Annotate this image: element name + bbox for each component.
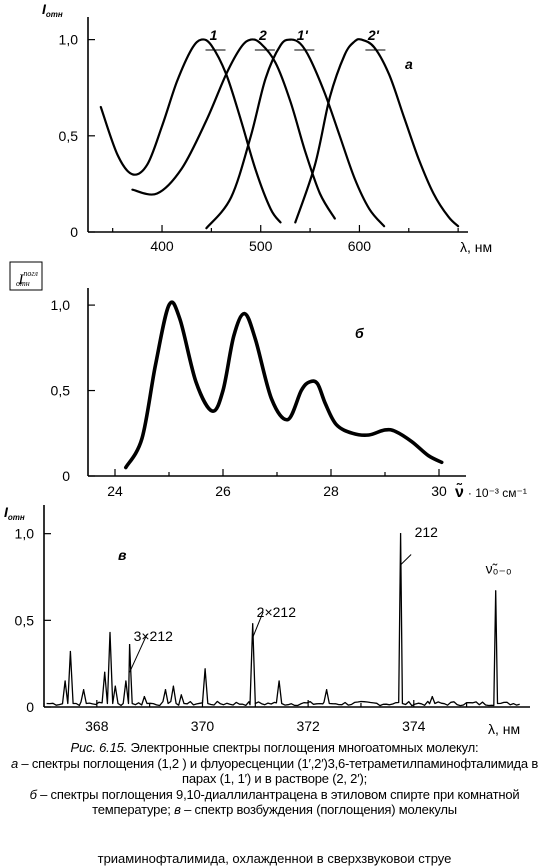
panel-c-xtick-label: 370	[191, 718, 215, 734]
panel-b-xtick-label: 26	[215, 483, 231, 499]
panel-c-xtick-label: 374	[402, 718, 426, 734]
panel-a-curve-label: 1'	[297, 27, 309, 43]
panel-a-curve-4	[294, 38, 460, 228]
panel-c-peak	[83, 689, 85, 691]
panel-a-xlabel: λ, нм	[460, 239, 492, 255]
panel-c-peak	[326, 689, 328, 691]
panel-b-absorption-curve	[124, 300, 444, 470]
caption-text-4: – спектр возбуждения (поглощения) молеку…	[184, 802, 457, 817]
caption-text-5: триаминофталимида, охлажденной в сверхзв…	[97, 855, 452, 866]
panel-c-xlabel: λ, нм	[488, 721, 520, 737]
panel-a-ytick-label: 0,5	[59, 128, 79, 144]
panel-b-ylabel-box	[9, 261, 43, 291]
panel-a-x-ticks: 400 500 600	[112, 225, 459, 254]
panel-c-peak	[164, 689, 167, 691]
panel-c-peak	[278, 680, 280, 682]
panel-c-annotation-leader	[129, 633, 148, 673]
panel-b-xtick-label: 28	[323, 483, 339, 499]
panel-c-peak	[125, 680, 127, 682]
panel-a-ytick-label: 1,0	[59, 32, 79, 48]
panel-c-y-ticks: 0 0,5 1,0	[15, 526, 51, 715]
panel-c-ytick-label: 0	[26, 699, 34, 715]
panel-c-ytick-label: 0,5	[15, 612, 35, 628]
panel-c-x-ticks: 368 370 372 374	[43, 700, 468, 734]
panel-c-annotation: 3×212	[134, 628, 174, 644]
panel-c-annotation: 212	[415, 524, 439, 540]
panel-c-annotation: ν̃₀₋₀	[486, 561, 512, 577]
panel-c-peak	[128, 644, 131, 646]
caption-text-3: – спектры поглощения 9,10-диаллилантраце…	[40, 786, 520, 818]
panel-a-xtick-label: 500	[249, 238, 273, 254]
panel-a-curve-label: 2'	[367, 27, 380, 43]
panel-c-peak	[172, 685, 175, 687]
caption-letter-c: в	[174, 802, 181, 817]
panel-c-annotation: 2×212	[257, 604, 297, 620]
panel-b-ytick-label: 0,5	[51, 383, 71, 399]
panel-a-xtick-label: 600	[348, 238, 372, 254]
caption-lead: Рис. 6.15.	[70, 740, 128, 755]
panel-c-peak	[252, 623, 254, 625]
panel-b-xtick-label: 24	[107, 483, 123, 499]
panel-a-curve-1	[99, 38, 282, 224]
caption-text-1: Электронные спектры поглощения многоатом…	[130, 740, 479, 755]
panel-c-peak	[204, 668, 206, 670]
panel-c-peak	[114, 685, 116, 687]
panel-a-curve-3	[205, 38, 386, 230]
panel-b-ytick-label: 0	[62, 468, 70, 484]
panel-b-ytick-label: 1,0	[51, 297, 71, 313]
panel-b-curves	[124, 300, 444, 470]
panel-a-curve-labels: 1 2 1' 2'	[205, 27, 386, 51]
caption-letter-b: б	[29, 786, 37, 802]
panel-c-peak	[399, 533, 402, 535]
panel-c-peak	[64, 680, 66, 682]
figure-caption: Рис. 6.15. Электронные спектры поглощени…	[6, 740, 543, 818]
panel-b-ylabel: Iпогл отн	[16, 269, 38, 288]
panel-c-peak	[109, 631, 111, 634]
panel-a-ylabel: Iотн	[42, 1, 63, 19]
panel-c-ylabel: Iотн	[4, 504, 25, 522]
figure: Iотн 0 0,5 1,0 400 500 600 λ, нм а 1 2 1' 2' Iп…	[4, 1, 530, 737]
panel-c-ytick-label: 1,0	[15, 526, 35, 542]
panel-a-letter: а	[405, 56, 413, 72]
panel-c-peak	[143, 696, 145, 698]
panel-b-y-ticks: 0 0,5 1,0	[51, 297, 95, 484]
panel-c-xtick-label: 368	[85, 718, 109, 734]
panel-b: Iпогл отн 00,51,0 24 26 28 30 ν̃ · 10⁻³ см⁻¹ …	[9, 261, 527, 501]
panel-c-letter: в	[118, 547, 127, 563]
caption-letter-a: а	[10, 755, 18, 771]
panel-c: Iотн 0 0,5 1,0 368 370 372 374 λ, нм в 3×212 2…	[4, 504, 530, 737]
panel-a-curves	[99, 38, 460, 230]
panel-c-excitation-spectrum	[46, 533, 520, 707]
panel-b-xtick-label: 30	[431, 483, 447, 499]
panel-c-peak	[431, 696, 433, 698]
panel-a-y-ticks: 0 0,5 1,0	[59, 32, 95, 240]
panel-c-annotation-leader	[252, 611, 264, 638]
panel-c-peak	[495, 590, 497, 592]
panel-a-curve-label: 2	[258, 27, 267, 43]
panel-a: Iотн 0 0,5 1,0 400 500 600 λ, нм а 1 2 1' 2'	[42, 1, 492, 255]
panel-a-ytick-label: 0	[70, 224, 78, 240]
panel-b-xlabel: ν̃ · 10⁻³ см⁻¹	[455, 481, 527, 501]
panel-a-xtick-label: 400	[150, 238, 174, 254]
panel-c-annotations: 3×212 2×212 212 ν̃₀₋₀	[129, 524, 512, 673]
panel-c-peak	[104, 671, 106, 673]
caption-text-2: – спектры поглощения (1,2 ) и флуоресцен…	[21, 755, 539, 787]
panel-a-curve-label: 1	[210, 27, 218, 43]
panel-c-peak	[180, 694, 182, 696]
panel-b-letter: б	[355, 325, 364, 341]
panel-c-peak	[69, 650, 72, 653]
panel-a-curve-2	[131, 38, 336, 220]
panel-c-annotation-leader	[400, 554, 412, 566]
panel-c-spectrum	[46, 533, 520, 707]
caption-cutoff-line: триаминофталимида, охлажденной в сверхзв…	[0, 855, 549, 866]
panel-b-x-ticks: 24 26 28 30	[107, 469, 447, 499]
panel-c-xtick-label: 372	[296, 718, 320, 734]
